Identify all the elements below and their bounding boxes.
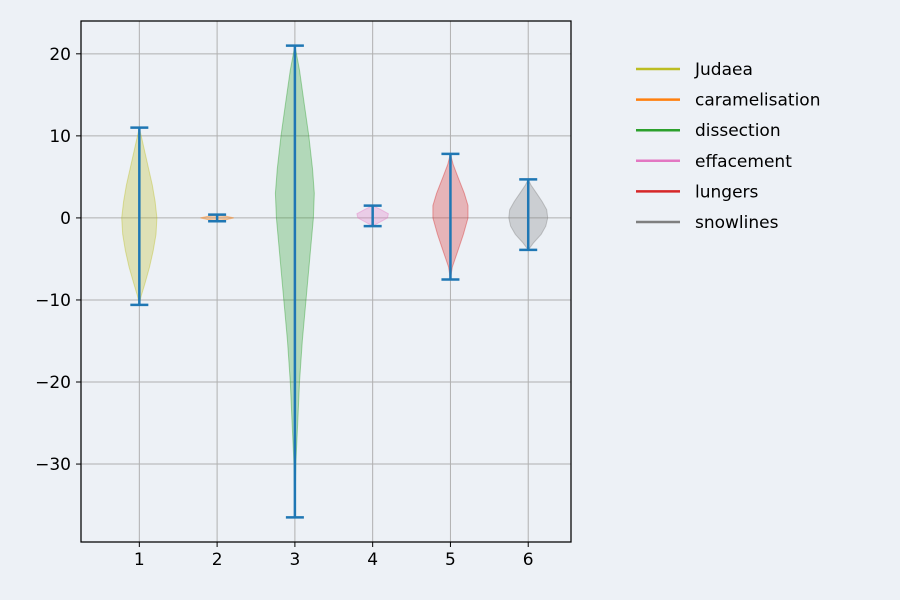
legend-label: effacement [695, 152, 792, 172]
legend: Judaea caramelisation dissection effacement… [636, 60, 820, 233]
x-tick-label: 6 [523, 550, 534, 570]
legend-label: snowlines [695, 213, 779, 233]
plot-frame [80, 20, 572, 543]
y-tick-label: −30 [35, 455, 71, 475]
axis-ticks: 1 2 3 4 5 6 −30 −20 −10 0 10 20 [35, 45, 534, 570]
legend-label: caramelisation [695, 91, 820, 111]
x-tick-label: 5 [445, 550, 456, 570]
x-tick-label: 1 [134, 550, 145, 570]
violin-bodies [121, 45, 549, 518]
y-tick-label: −20 [35, 373, 71, 393]
legend-label: dissection [695, 121, 781, 141]
y-tick-label: −10 [35, 291, 71, 311]
x-tick-label: 3 [289, 550, 300, 570]
x-tick-label: 4 [367, 550, 378, 570]
grid-lines [81, 21, 571, 542]
y-tick-label: 0 [60, 209, 71, 229]
x-tick-label: 2 [212, 550, 223, 570]
y-tick-label: 20 [49, 45, 71, 65]
legend-label: Judaea [694, 60, 753, 80]
legend-label: lungers [695, 182, 759, 202]
whiskers [130, 44, 538, 519]
y-tick-label: 10 [49, 127, 71, 147]
